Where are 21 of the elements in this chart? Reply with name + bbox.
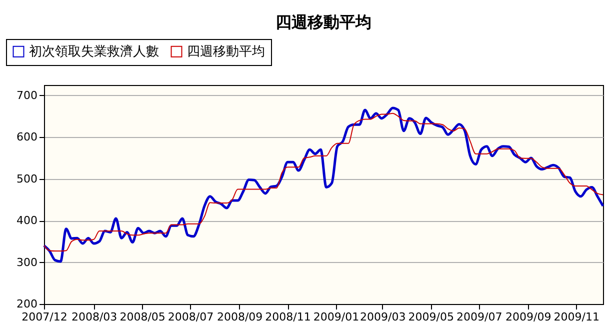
x-tick-label: 2008/03 [71,310,118,324]
x-tick-label: 2007/12 [22,310,68,324]
chart-title: 四週移動平均 [276,12,372,32]
x-tick-label: 2009/11 [554,310,600,324]
x-tick-label: 2008/09 [216,310,263,324]
x-tick-label: 2008/11 [265,310,311,324]
y-tick-label: 600 [16,130,38,144]
x-tick-label: 2009/09 [506,310,552,324]
y-tick-label: 200 [16,298,38,310]
y-tick-label: 700 [16,88,38,102]
x-tick-label: 2008/05 [120,310,166,324]
x-tick-label: 2008/07 [168,310,214,324]
y-tick-label: 400 [16,214,38,228]
legend-label: 初次領取失業救濟人數 [29,44,159,60]
legend-label: 四週移動平均 [187,44,265,60]
y-tick-label: 500 [16,172,38,186]
x-tick-label: 2009/07 [456,310,502,324]
x-tick-label: 2009/01 [313,310,360,324]
y-tick-label: 300 [16,256,38,269]
x-tick-label: 2009/03 [360,310,406,324]
x-tick-label: 2009/05 [408,310,454,324]
